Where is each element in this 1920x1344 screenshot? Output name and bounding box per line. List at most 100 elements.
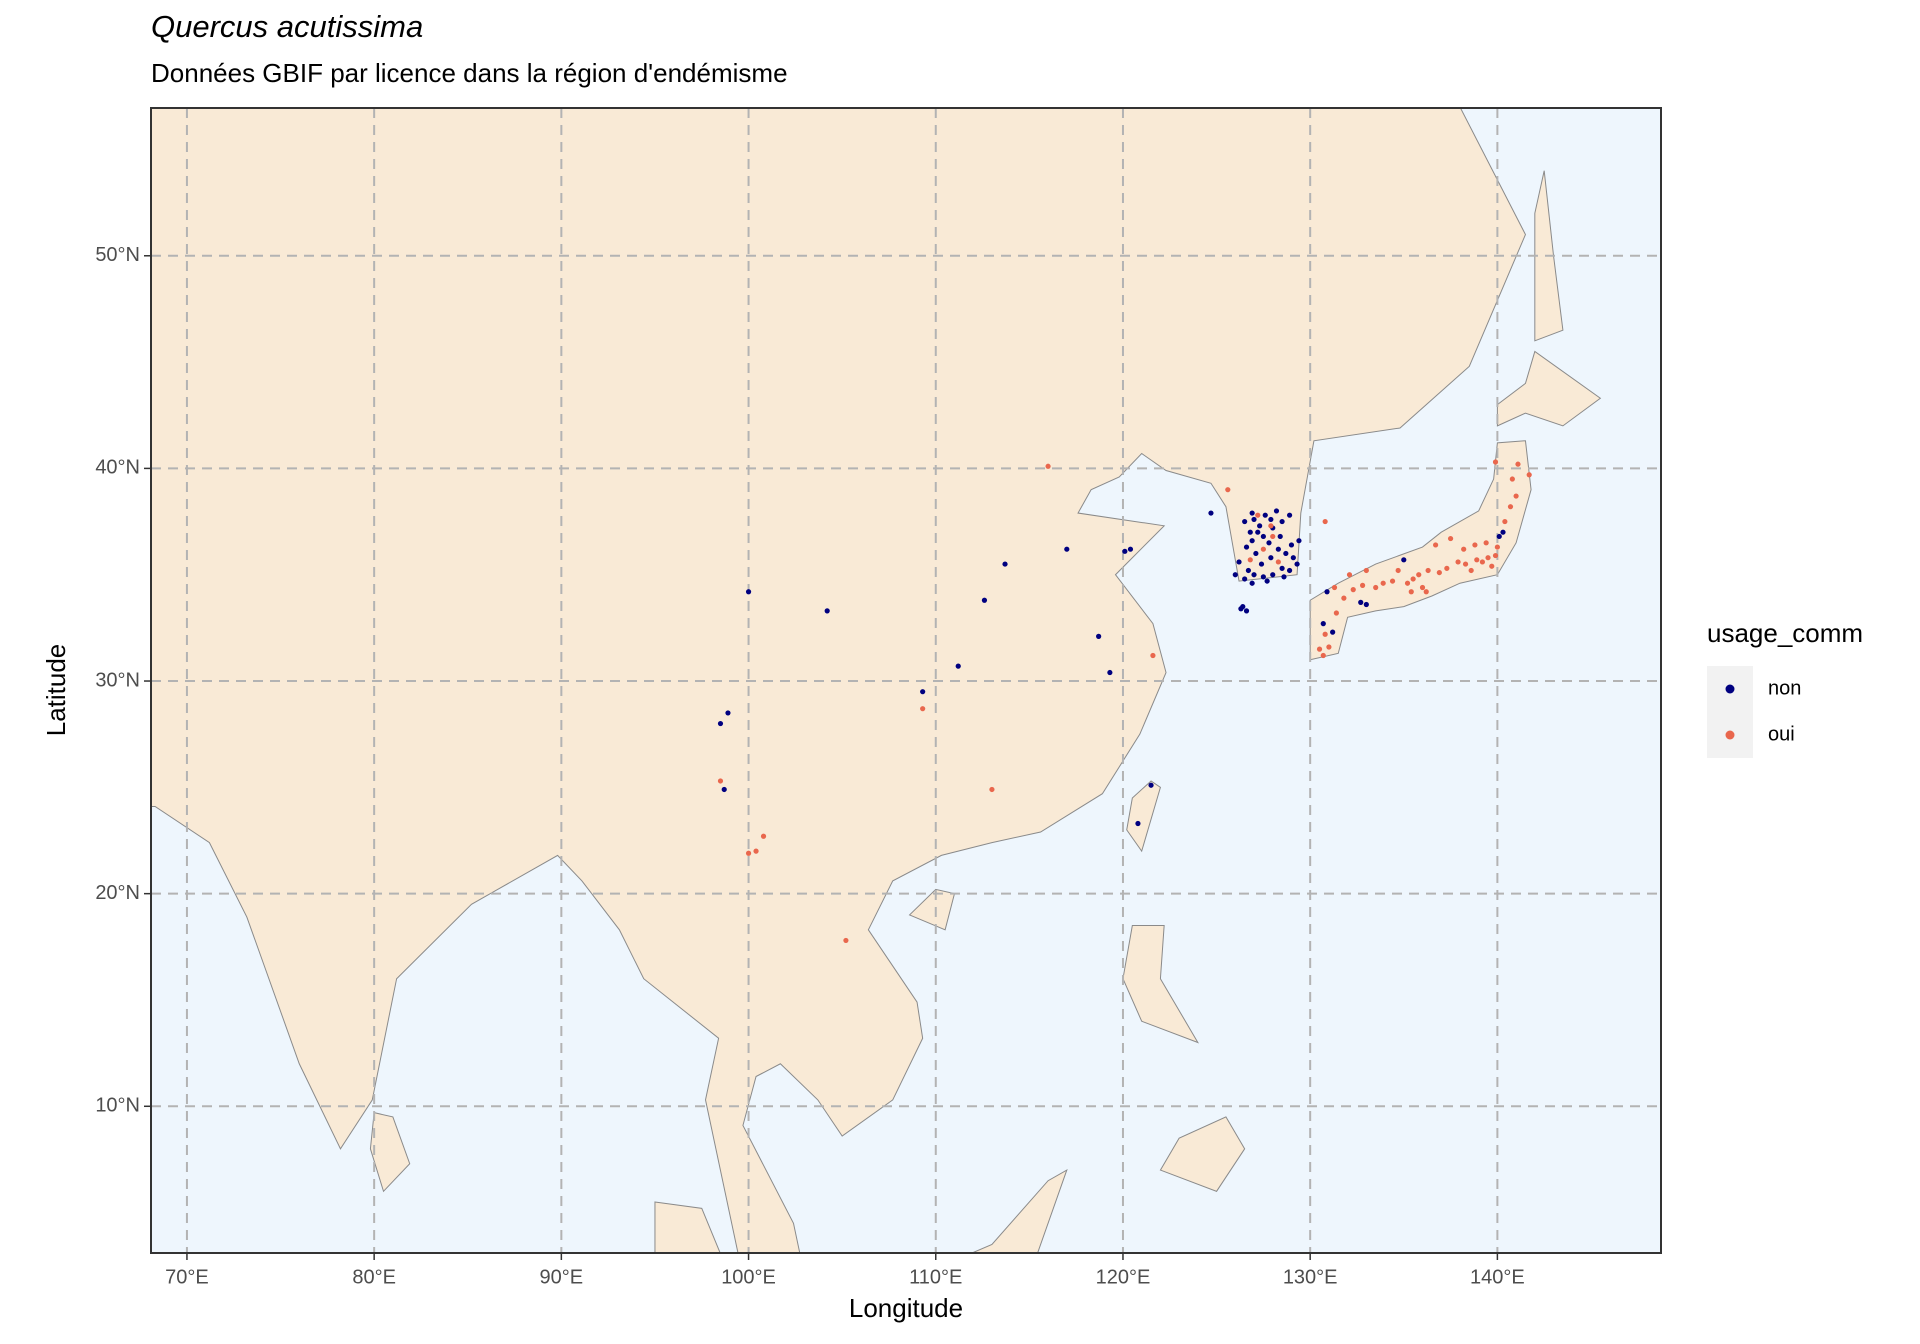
- occurrence-point: [1266, 540, 1272, 546]
- occurrence-point: [1268, 516, 1274, 523]
- occurrence-point: [1333, 610, 1339, 616]
- x-tick-label: 120°E: [1096, 1266, 1151, 1288]
- y-tick-label: 40°N: [95, 457, 140, 479]
- occurrence-point: [1494, 544, 1500, 550]
- occurrence-point: [1433, 542, 1439, 548]
- y-axis-label: Latitude: [41, 644, 71, 737]
- occurrence-point: [1492, 459, 1499, 465]
- occurrence-point: [1483, 540, 1489, 546]
- occurrence-point: [1363, 601, 1369, 608]
- occurrence-point: [1359, 582, 1366, 588]
- occurrence-point: [1455, 559, 1461, 565]
- occurrence-point: [1513, 493, 1519, 499]
- occurrence-point: [1242, 576, 1248, 582]
- occurrence-point: [1264, 578, 1270, 584]
- occurrence-point: [1320, 652, 1326, 659]
- land-taiwan: [1127, 781, 1161, 851]
- occurrence-point: [1258, 561, 1265, 567]
- occurrence-point: [824, 608, 830, 614]
- occurrence-point: [1419, 584, 1426, 591]
- legend-label: oui: [1768, 723, 1795, 745]
- occurrence-point: [1502, 518, 1508, 525]
- occurrence-point: [1373, 584, 1379, 591]
- occurrence-point: [1444, 565, 1450, 571]
- occurrence-point: [955, 663, 961, 669]
- occurrence-point: [1240, 604, 1246, 610]
- occurrence-point: [745, 850, 752, 856]
- occurrence-point: [1515, 461, 1521, 467]
- x-tick-label: 110°E: [909, 1266, 962, 1288]
- occurrence-point: [1380, 580, 1386, 586]
- occurrence-point: [1232, 572, 1238, 578]
- occurrence-point: [843, 937, 849, 944]
- occurrence-point: [1316, 646, 1323, 652]
- occurrence-point: [1425, 567, 1431, 574]
- occurrence-point: [1260, 533, 1266, 540]
- occurrence-point: [1462, 561, 1469, 567]
- occurrence-point: [1253, 550, 1259, 557]
- occurrence-point: [1096, 633, 1102, 639]
- occurrence-point: [1479, 559, 1486, 565]
- occurrence-point: [1288, 542, 1295, 548]
- occurrence-point: [1255, 512, 1261, 518]
- legend-marker: [1725, 684, 1735, 694]
- occurrence-point: [1320, 621, 1326, 627]
- y-tick-label: 20°N: [95, 882, 140, 904]
- occurrence-point: [1324, 589, 1330, 595]
- occurrence-point: [1249, 510, 1255, 516]
- occurrence-point: [1225, 487, 1231, 493]
- land-luzon: [1123, 926, 1198, 1043]
- occurrence-point: [1243, 544, 1250, 550]
- x-tick-label: 100°E: [721, 1266, 776, 1288]
- x-tick-label: 140°E: [1470, 1266, 1525, 1288]
- occurrence-point: [1496, 533, 1502, 540]
- occurrence-point: [1208, 510, 1214, 516]
- x-tick-label: 90°E: [540, 1266, 584, 1288]
- occurrence-point: [1461, 546, 1467, 552]
- occurrence-point: [1489, 563, 1495, 569]
- occurrence-point: [1395, 567, 1401, 574]
- occurrence-point: [1045, 463, 1051, 469]
- occurrence-point: [1247, 557, 1253, 563]
- occurrence-point: [1330, 629, 1336, 635]
- occurrence-point: [1257, 523, 1263, 529]
- y-tick-label: 10°N: [95, 1095, 140, 1117]
- occurrence-point: [1135, 820, 1141, 827]
- chart-title: Quercus acutissima: [151, 9, 423, 44]
- occurrence-point: [1294, 561, 1300, 567]
- occurrence-point: [1485, 555, 1491, 561]
- occurrence-point: [745, 589, 752, 595]
- land-hokkaido: [1497, 351, 1600, 425]
- occurrence-point: [1122, 548, 1128, 554]
- occurrence-point: [1268, 555, 1274, 561]
- occurrence-point: [920, 689, 926, 695]
- occurrence-point: [1474, 557, 1480, 563]
- occurrence-point: [1408, 589, 1414, 595]
- land-mindanao: [1160, 1117, 1244, 1191]
- occurrence-point: [1262, 512, 1268, 518]
- occurrence-point: [1290, 555, 1296, 561]
- occurrence-point: [1150, 652, 1156, 659]
- occurrence-point: [1277, 533, 1283, 540]
- occurrence-point: [1243, 608, 1250, 614]
- occurrence-point: [1242, 518, 1248, 525]
- occurrence-point: [725, 710, 731, 716]
- legend-title: usage_comm: [1707, 618, 1863, 648]
- occurrence-point: [1447, 535, 1454, 542]
- x-axis-label: Longitude: [849, 1293, 963, 1323]
- occurrence-point: [1363, 567, 1369, 574]
- occurrence-point: [1346, 572, 1353, 578]
- occurrence-point: [1322, 631, 1328, 637]
- occurrence-point: [1286, 512, 1293, 518]
- occurrence-point: [1283, 550, 1289, 557]
- x-tick-label: 70°E: [165, 1266, 209, 1288]
- occurrence-point: [1404, 580, 1411, 586]
- occurrence-point: [1286, 567, 1293, 574]
- occurrence-point: [753, 848, 759, 854]
- y-tick-label: 50°N: [95, 244, 140, 266]
- occurrence-point: [1472, 542, 1478, 548]
- occurrence-point: [1270, 533, 1276, 540]
- occurrence-point: [1249, 580, 1255, 586]
- occurrence-point: [1281, 574, 1287, 580]
- occurrence-point: [1002, 561, 1008, 567]
